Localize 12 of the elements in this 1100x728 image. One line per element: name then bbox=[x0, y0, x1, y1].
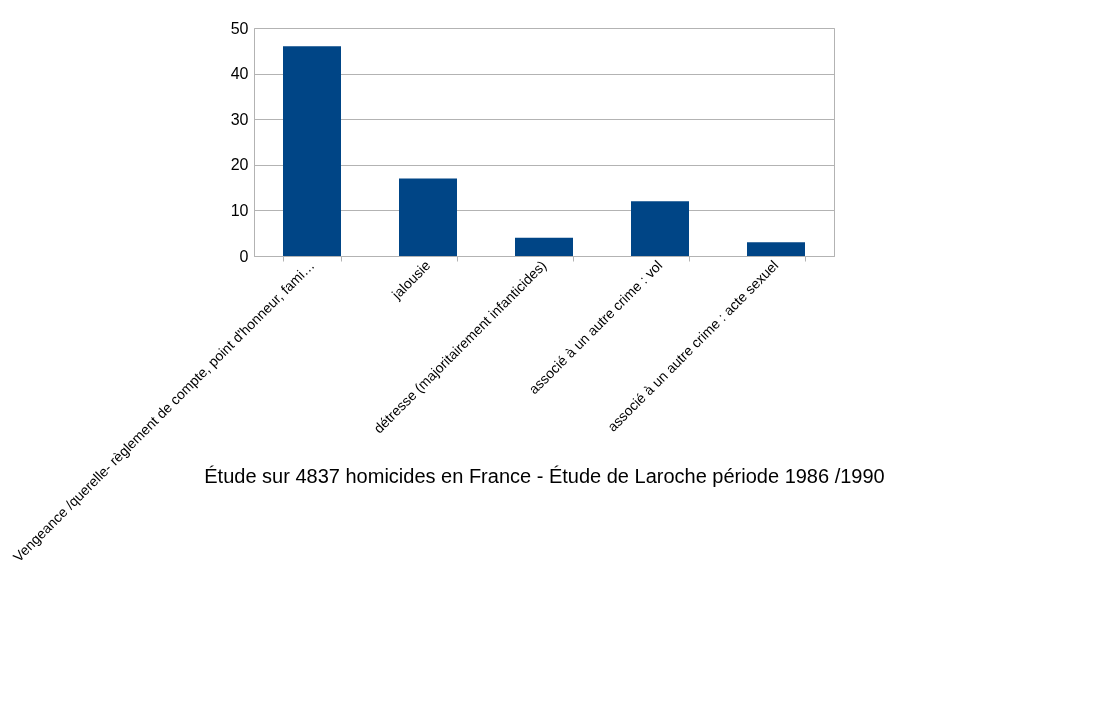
bar bbox=[399, 178, 457, 256]
y-tick-label: 50 bbox=[230, 19, 249, 37]
y-tick-label: 40 bbox=[230, 65, 249, 83]
bar bbox=[283, 46, 341, 256]
x-axis-title: Étude sur 4837 homicides en France - Étude de Laroche période 1986 /1990 bbox=[204, 464, 885, 487]
y-tick-label: 20 bbox=[230, 156, 249, 174]
y-tick-label: 30 bbox=[230, 110, 249, 128]
y-tick-label: 10 bbox=[230, 201, 249, 219]
y-tick-label: 0 bbox=[239, 247, 249, 265]
bar bbox=[747, 242, 805, 256]
bar bbox=[631, 201, 689, 256]
bar bbox=[515, 237, 573, 256]
